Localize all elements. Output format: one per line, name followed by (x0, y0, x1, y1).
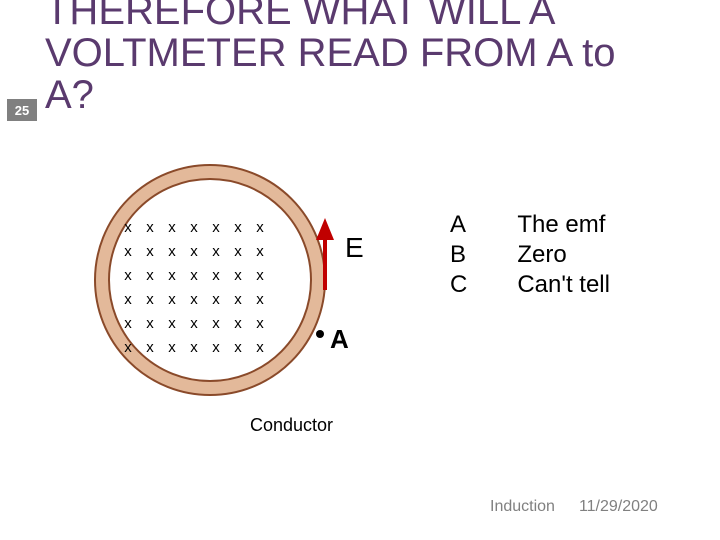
answer-letters-col: ABC (450, 210, 467, 300)
slide-title: THEREFORE WHAT WILL A VOLTMETER READ FRO… (45, 0, 615, 116)
point-a-label: A (330, 324, 349, 355)
field-x-icon: x (205, 287, 227, 311)
field-x-icon: x (183, 311, 205, 335)
field-x-icon: x (205, 335, 227, 359)
answer-option: Can't tell (517, 270, 610, 300)
field-x-icon: x (117, 311, 139, 335)
field-x-icon: x (205, 239, 227, 263)
field-x-icon: x (161, 215, 183, 239)
field-x-icon: x (139, 239, 161, 263)
field-x-icon: x (117, 215, 139, 239)
field-x-icon: x (249, 311, 271, 335)
slide: 25 THEREFORE WHAT WILL A VOLTMETER READ … (0, 0, 720, 540)
field-x-icon: x (117, 239, 139, 263)
field-x-icon: x (183, 263, 205, 287)
field-x-icon: x (117, 287, 139, 311)
field-x-icon: x (117, 335, 139, 359)
field-x-icon: x (139, 263, 161, 287)
answer-letter: A (450, 210, 467, 240)
point-a-dot (316, 330, 324, 338)
page-number-badge: 25 (7, 99, 37, 121)
field-x-icon: x (205, 263, 227, 287)
field-x-icon: x (161, 263, 183, 287)
field-x-icon: x (183, 239, 205, 263)
field-x-icon: x (227, 335, 249, 359)
field-x-icon: x (139, 215, 161, 239)
field-x-icon: x (183, 335, 205, 359)
field-x-icon: x (161, 335, 183, 359)
field-x-icon: x (161, 311, 183, 335)
field-x-icon: x (161, 287, 183, 311)
answer-choices: ABC The emfZeroCan't tell (450, 210, 610, 300)
field-x-icon: x (227, 311, 249, 335)
field-x-icon: x (205, 311, 227, 335)
field-x-icon: x (139, 311, 161, 335)
page-number: 25 (15, 103, 29, 118)
answer-options-col: The emfZeroCan't tell (517, 210, 610, 300)
field-x-icon: x (227, 239, 249, 263)
answer-letter: B (450, 240, 467, 270)
slide-footer: Induction 11/29/2020 (490, 498, 658, 516)
field-x-icon: x (227, 215, 249, 239)
field-into-page-grid: xxxxxxxxxxxxxxxxxxxxxxxxxxxxxxxxxxxxxxxx… (117, 215, 271, 359)
answer-letter: C (450, 270, 467, 300)
field-x-icon: x (205, 215, 227, 239)
field-x-icon: x (249, 215, 271, 239)
field-x-icon: x (249, 263, 271, 287)
field-x-icon: x (249, 335, 271, 359)
e-field-label: E (345, 232, 364, 264)
field-x-icon: x (249, 239, 271, 263)
field-x-icon: x (227, 263, 249, 287)
field-x-icon: x (183, 215, 205, 239)
answer-option: Zero (517, 240, 610, 270)
footer-date: 11/29/2020 (579, 498, 658, 516)
field-x-icon: x (249, 287, 271, 311)
answer-option: The emf (517, 210, 610, 240)
field-x-icon: x (139, 287, 161, 311)
conductor-label: Conductor (250, 415, 333, 436)
footer-subject: Induction (490, 498, 555, 516)
field-x-icon: x (117, 263, 139, 287)
e-field-arrow (307, 196, 343, 294)
field-x-icon: x (227, 287, 249, 311)
field-x-icon: x (139, 335, 161, 359)
field-x-icon: x (161, 239, 183, 263)
field-x-icon: x (183, 287, 205, 311)
